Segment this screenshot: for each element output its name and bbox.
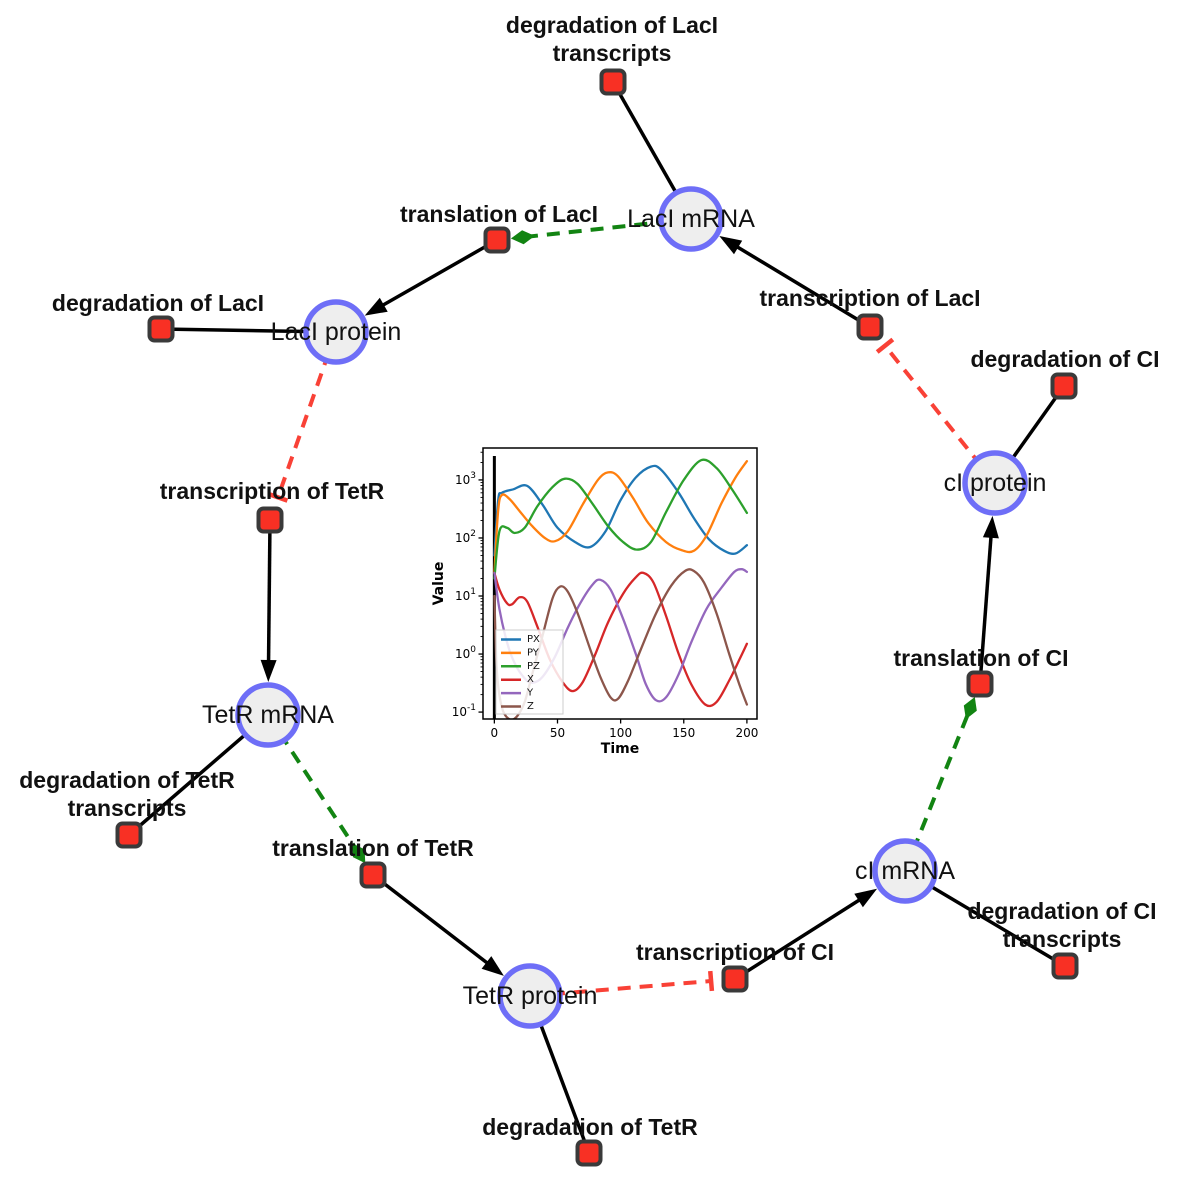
- chart-xlabel: Time: [601, 741, 639, 757]
- reaction-node-deg-ci-transcripts: [1051, 952, 1079, 980]
- reaction-label-transcription-ci: transcription of CI: [636, 939, 834, 965]
- species-label-ci-mrna: cI mRNA: [855, 857, 955, 885]
- y-tick-label: 103: [455, 471, 476, 487]
- species-label-ci-protein: cI protein: [944, 469, 1047, 497]
- reaction-node-transcription-tetr: [256, 506, 284, 534]
- edge-translation-laci-laci-protein-arrowhead-icon: [364, 297, 388, 316]
- legend-label-Y: Y: [526, 688, 534, 699]
- reaction-label-deg-tetr-transcripts: degradation of TetR transcripts: [19, 767, 235, 821]
- reaction-label-deg-ci-transcripts: degradation of CI transcripts: [967, 898, 1156, 952]
- reaction-label-deg-ci: degradation of CI: [970, 346, 1159, 372]
- legend-label-PY: PY: [527, 647, 540, 658]
- reaction-label-transcription-tetr: transcription of TetR: [160, 478, 385, 504]
- edge-transcription-ci-ci-mrna: [734, 893, 868, 981]
- edge-ci-mrna-translation-ci-diamond-icon: [963, 697, 977, 720]
- reaction-label-deg-laci-transcripts: degradation of LacI transcripts: [506, 12, 718, 66]
- plot-area: [492, 456, 749, 719]
- x-tick-label: 150: [672, 726, 695, 740]
- species-label-laci-protein: LacI protein: [271, 318, 402, 346]
- chart-legend: PX PY PZ XYZ: [495, 629, 564, 715]
- reaction-label-translation-laci: translation of LacI: [400, 201, 598, 227]
- chart-series-PX: [493, 464, 749, 557]
- reaction-node-deg-ci: [1050, 372, 1078, 400]
- reaction-node-deg-laci: [147, 315, 175, 343]
- x-tick-label: 50: [550, 726, 565, 740]
- x-tick-label: 0: [491, 726, 499, 740]
- species-node-laci-mrna: [658, 186, 724, 252]
- labels-layer: LacI mRNA LacI protein cI protein TetR mRNA…: [19, 12, 1159, 1140]
- species-label-tetr-mrna: TetR mRNA: [202, 701, 334, 729]
- legend-label-X: X: [527, 674, 534, 685]
- species-node-tetr-protein: [497, 963, 563, 1029]
- reaction-label-transcription-laci: transcription of LacI: [759, 285, 980, 311]
- inset-chart: 0 50 100 150 20010-1100101102103TimeValuePXP…: [431, 447, 758, 757]
- chart-legend-box: [495, 629, 564, 715]
- reaction-node-translation-ci: [966, 670, 994, 698]
- edge-transcription-tetr-tetr-mrna: [266, 519, 272, 671]
- edge-translation-laci-laci-protein: [374, 238, 498, 312]
- reaction-node-deg-tetr: [575, 1139, 603, 1167]
- reaction-label-translation-tetr: translation of TetR: [272, 835, 474, 861]
- y-tick-label: 101: [455, 587, 476, 603]
- species-node-laci-protein: [303, 299, 369, 365]
- edge-transcription-tetr-tetr-mrna-arrowhead-icon: [260, 659, 277, 682]
- species-node-ci-protein: [962, 450, 1028, 516]
- reaction-label-deg-laci: degradation of LacI: [52, 290, 264, 316]
- species-label-tetr-protein: TetR protein: [463, 982, 598, 1010]
- chart-ylabel: Value: [431, 562, 447, 606]
- legend-label-Z: Z: [527, 701, 534, 712]
- edge-transcription-laci-laci-mrna-arrowhead-icon: [719, 236, 743, 255]
- species-node-tetr-mrna: [235, 682, 301, 748]
- reaction-node-deg-laci-transcripts: [599, 68, 627, 96]
- chart-series-PY: [493, 460, 749, 575]
- edge-ci-protein-transcription-laci-tee-icon: [875, 337, 895, 354]
- x-tick-label: 200: [735, 726, 758, 740]
- reaction-label-deg-tetr: degradation of TetR: [482, 1114, 698, 1140]
- edge-transcription-ci-ci-mrna-arrowhead-icon: [854, 888, 878, 908]
- y-tick-label: 100: [455, 645, 476, 661]
- edge-tetr-mrna-translation-tetr-diamond-icon: [352, 843, 366, 864]
- reaction-label-translation-ci: translation of CI: [893, 645, 1068, 671]
- edge-translation-ci-ci-protein-arrowhead-icon: [982, 515, 999, 539]
- y-tick-label: 102: [455, 529, 476, 545]
- edge-translation-tetr-tetr-protein: [371, 873, 496, 970]
- reaction-node-transcription-laci: [856, 313, 884, 341]
- nodes-layer: [115, 68, 1079, 1167]
- edge-tetr-protein-transcription-ci-tee-icon: [708, 970, 715, 992]
- legend-label-PZ: PZ: [527, 661, 540, 672]
- x-tick-label: 100: [609, 726, 632, 740]
- chart-series-PZ: [493, 458, 749, 580]
- reaction-node-translation-laci: [483, 226, 511, 254]
- legend-label-PX: PX: [527, 634, 540, 645]
- species-node-ci-mrna: [872, 838, 938, 904]
- edge-translation-tetr-tetr-protein-arrowhead-icon: [481, 956, 504, 976]
- edge-laci-protein-transcription-tetr-tee-icon: [267, 491, 289, 503]
- reaction-node-transcription-ci: [721, 965, 749, 993]
- reaction-node-deg-tetr-transcripts: [115, 821, 143, 849]
- edge-translation-ci-ci-protein: [978, 527, 994, 685]
- edge-transcription-laci-laci-mrna: [728, 240, 871, 329]
- y-tick-label: 10-1: [452, 703, 476, 719]
- chart-series-X: [493, 571, 749, 708]
- reaction-node-translation-tetr: [359, 861, 387, 889]
- edge-laci-mrna-translation-laci-diamond-icon: [510, 230, 535, 245]
- species-label-laci-mrna: LacI mRNA: [627, 205, 755, 233]
